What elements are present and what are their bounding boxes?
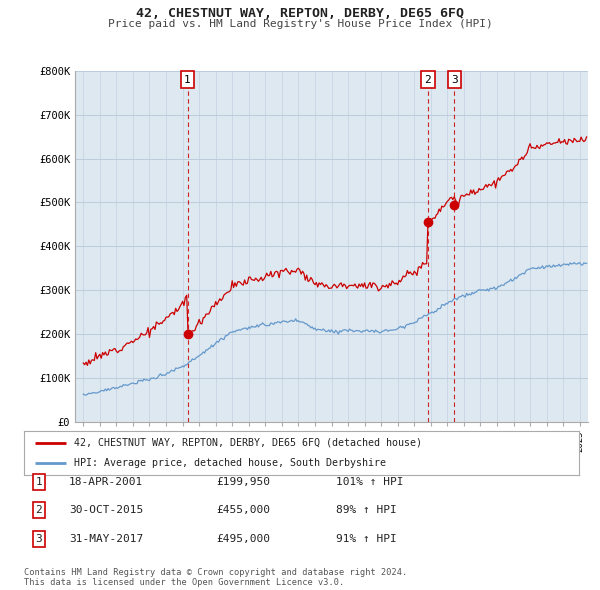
Text: HPI: Average price, detached house, South Derbyshire: HPI: Average price, detached house, Sout… — [74, 458, 386, 468]
Text: 2: 2 — [35, 506, 43, 515]
Text: 3: 3 — [35, 534, 43, 543]
Text: 42, CHESTNUT WAY, REPTON, DERBY, DE65 6FQ: 42, CHESTNUT WAY, REPTON, DERBY, DE65 6F… — [136, 7, 464, 20]
Text: 31-MAY-2017: 31-MAY-2017 — [69, 534, 143, 543]
Text: 1: 1 — [184, 74, 191, 84]
Text: 101% ↑ HPI: 101% ↑ HPI — [336, 477, 404, 487]
Text: £495,000: £495,000 — [216, 534, 270, 543]
Text: 2: 2 — [425, 74, 431, 84]
Text: 30-OCT-2015: 30-OCT-2015 — [69, 506, 143, 515]
Text: 91% ↑ HPI: 91% ↑ HPI — [336, 534, 397, 543]
Text: Contains HM Land Registry data © Crown copyright and database right 2024.: Contains HM Land Registry data © Crown c… — [24, 568, 407, 577]
Text: Price paid vs. HM Land Registry's House Price Index (HPI): Price paid vs. HM Land Registry's House … — [107, 19, 493, 29]
Text: £455,000: £455,000 — [216, 506, 270, 515]
Text: 18-APR-2001: 18-APR-2001 — [69, 477, 143, 487]
Text: This data is licensed under the Open Government Licence v3.0.: This data is licensed under the Open Gov… — [24, 578, 344, 587]
Text: 1: 1 — [35, 477, 43, 487]
Text: 3: 3 — [451, 74, 458, 84]
Text: £199,950: £199,950 — [216, 477, 270, 487]
Text: 42, CHESTNUT WAY, REPTON, DERBY, DE65 6FQ (detached house): 42, CHESTNUT WAY, REPTON, DERBY, DE65 6F… — [74, 438, 422, 448]
Text: 89% ↑ HPI: 89% ↑ HPI — [336, 506, 397, 515]
